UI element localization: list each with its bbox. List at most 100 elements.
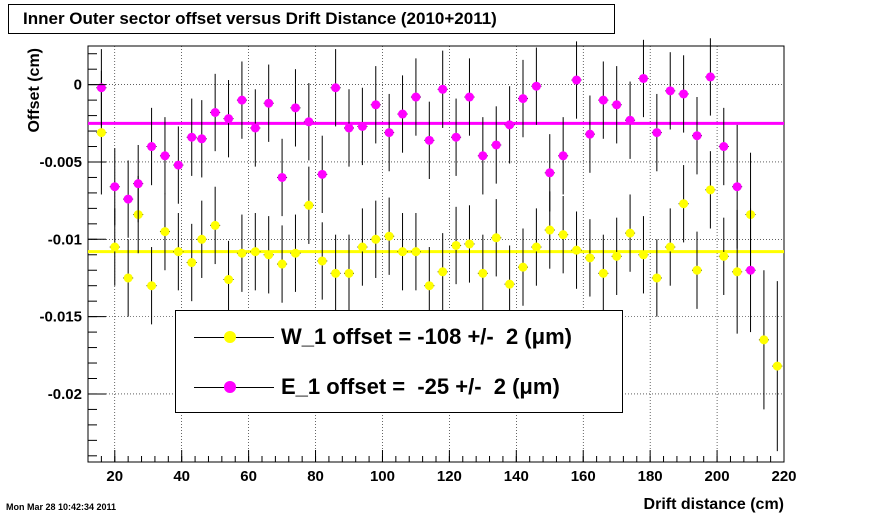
marker <box>719 142 729 152</box>
marker <box>160 227 170 237</box>
x-tick-label: 120 <box>437 468 462 485</box>
marker <box>438 84 448 94</box>
point-e_1 <box>410 58 421 136</box>
marker <box>147 281 157 291</box>
x-tick-label: 200 <box>705 468 730 485</box>
marker <box>317 256 327 266</box>
marker <box>545 225 555 235</box>
marker <box>197 134 207 144</box>
point-w_1 <box>611 217 622 295</box>
marker <box>464 92 474 102</box>
point-w_1 <box>123 239 134 317</box>
point-e_1 <box>303 83 314 161</box>
point-w_1 <box>384 197 395 275</box>
marker <box>491 140 501 150</box>
point-e_1 <box>651 93 662 172</box>
point-e_1 <box>96 49 107 127</box>
marker <box>692 265 702 275</box>
point-w_1 <box>491 199 502 277</box>
marker <box>411 247 421 257</box>
marker <box>451 132 461 142</box>
marker <box>518 94 528 104</box>
point-w_1 <box>625 194 636 272</box>
point-e_1 <box>250 89 261 167</box>
point-w_1 <box>651 239 662 317</box>
point-e_1 <box>531 47 542 125</box>
point-w_1 <box>344 234 354 312</box>
x-axis-label: Drift distance (cm) <box>644 496 784 513</box>
marker <box>759 335 769 345</box>
point-e_1 <box>186 98 197 176</box>
point-e_1 <box>558 117 569 195</box>
axis-ticks <box>87 53 785 462</box>
point-w_1 <box>758 270 769 410</box>
marker <box>371 234 381 244</box>
marker <box>96 128 106 138</box>
point-e_1 <box>451 98 462 176</box>
point-w_1 <box>186 223 197 302</box>
x-tick-label: 180 <box>638 468 663 485</box>
marker <box>612 100 622 110</box>
point-e_1 <box>109 148 120 226</box>
marker <box>732 182 742 192</box>
point-w_1 <box>598 234 609 312</box>
marker <box>357 242 367 252</box>
marker <box>598 268 608 278</box>
marker <box>505 120 515 130</box>
point-w_1 <box>504 245 515 323</box>
point-e_1 <box>518 59 528 138</box>
y-tick-label: -0.01 <box>48 231 82 248</box>
point-e_1 <box>598 61 609 139</box>
marker <box>371 100 381 110</box>
point-w_1 <box>437 233 448 311</box>
marker <box>384 231 394 241</box>
point-w_1 <box>410 213 421 291</box>
marker <box>110 182 120 192</box>
point-e_1 <box>705 38 716 116</box>
marker <box>398 247 408 257</box>
marker <box>357 121 367 131</box>
marker <box>545 168 555 178</box>
y-tick-label: -0.015 <box>39 309 82 326</box>
marker <box>531 242 541 252</box>
y-axis-label: Offset (cm) <box>26 48 43 132</box>
marker <box>264 250 274 260</box>
point-e_1 <box>678 55 689 133</box>
marker <box>531 81 541 91</box>
point-w_1 <box>330 234 341 312</box>
marker <box>224 275 234 285</box>
point-w_1 <box>159 192 170 271</box>
point-e_1 <box>437 50 448 128</box>
marker <box>123 194 133 204</box>
point-e_1 <box>317 135 328 214</box>
marker <box>160 151 170 161</box>
marker <box>304 117 314 127</box>
point-e_1 <box>544 134 555 212</box>
legend-label-e1: E_1 offset = -25 +/- 2 (μm) <box>281 374 560 399</box>
marker <box>331 268 341 278</box>
chart-title-text: Inner Outer sector offset versus Drift D… <box>23 9 497 28</box>
marker <box>772 361 782 371</box>
marker <box>491 233 501 243</box>
point-w_1 <box>451 206 462 285</box>
point-e_1 <box>370 66 381 144</box>
marker <box>250 123 260 133</box>
marker <box>598 95 608 105</box>
marker <box>424 281 434 291</box>
point-e_1 <box>397 75 408 153</box>
marker <box>438 267 448 277</box>
point-e_1 <box>384 93 395 172</box>
chart-title: Inner Outer sector offset versus Drift D… <box>8 4 615 34</box>
point-e_1 <box>357 87 368 166</box>
point-e_1 <box>263 64 274 142</box>
marker <box>96 83 106 93</box>
point-w_1 <box>584 219 595 297</box>
marker <box>625 228 635 238</box>
point-e_1 <box>196 100 207 178</box>
point-w_1 <box>718 217 729 295</box>
legend-label-w1: W_1 offset = -108 +/- 2 (μm) <box>281 324 572 349</box>
point-e_1 <box>665 52 676 130</box>
marker <box>411 92 421 102</box>
point-w_1 <box>146 247 157 325</box>
